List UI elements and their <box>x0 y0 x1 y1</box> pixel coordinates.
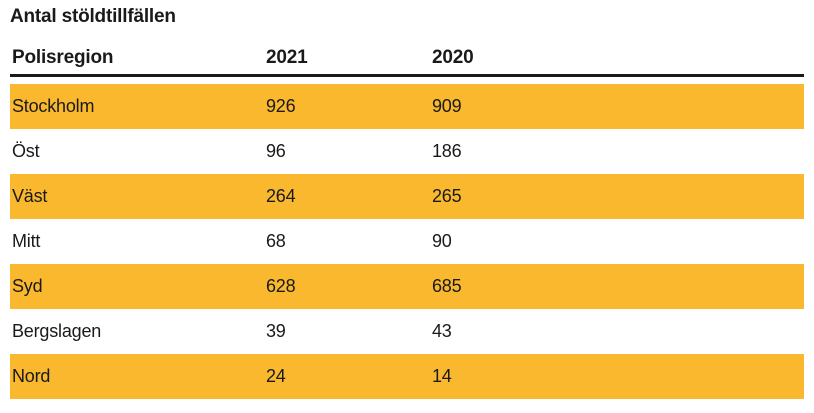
value-2020-cell: 14 <box>432 366 452 386</box>
table-row-vast: Väst 264 265 <box>10 174 804 219</box>
value-2021-cell: 628 <box>266 276 296 296</box>
value-2021-cell: 96 <box>266 141 286 161</box>
value-2021-cell: 926 <box>266 96 296 116</box>
value-2021-cell: 68 <box>266 231 286 251</box>
table-body: Stockholm 926 909 Öst 96 186 Väst 264 26… <box>10 84 804 399</box>
region-cell: Bergslagen <box>12 321 102 341</box>
value-2021-cell: 24 <box>266 366 286 386</box>
column-header-polisregion: Polisregion <box>12 47 114 68</box>
region-cell: Mitt <box>12 231 41 251</box>
value-2020-cell: 265 <box>432 186 462 206</box>
table-row-syd: Syd 628 685 <box>10 264 804 309</box>
region-cell: Nord <box>12 366 51 386</box>
value-2020-cell: 186 <box>432 141 462 161</box>
region-cell: Syd <box>12 276 43 296</box>
value-2020-cell: 909 <box>432 96 462 116</box>
value-2021-cell: 264 <box>266 186 296 206</box>
table-row-stockholm: Stockholm 926 909 <box>10 84 804 129</box>
region-cell: Öst <box>12 141 40 161</box>
table-header-row: Polisregion 2021 2020 <box>10 47 804 77</box>
table-row-bergslagen: Bergslagen 39 43 <box>10 309 804 354</box>
table-row-mitt: Mitt 68 90 <box>10 219 804 264</box>
table-row-ost: Öst 96 186 <box>10 129 804 174</box>
column-header-2021: 2021 <box>266 47 308 68</box>
value-2020-cell: 685 <box>432 276 462 296</box>
region-cell: Väst <box>12 186 48 206</box>
value-2020-cell: 43 <box>432 321 452 341</box>
page-title: Antal stöldtillfällen <box>10 6 176 27</box>
table-row-nord: Nord 24 14 <box>10 354 804 399</box>
value-2021-cell: 39 <box>266 321 286 341</box>
column-header-2020: 2020 <box>432 47 474 68</box>
theft-statistics-table: Polisregion 2021 2020 Stockholm 926 909 … <box>10 47 804 399</box>
value-2020-cell: 90 <box>432 231 452 251</box>
region-cell: Stockholm <box>12 96 95 116</box>
